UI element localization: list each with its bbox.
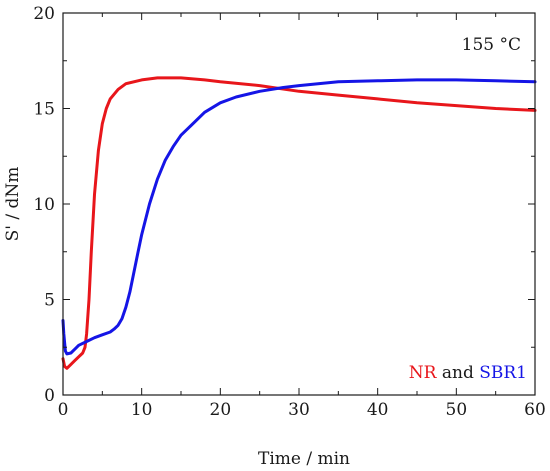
y-tick-label: 15: [33, 100, 55, 120]
x-tick-label: 0: [58, 400, 69, 420]
x-tick-label: 50: [446, 400, 468, 420]
legend: NR and SBR1: [409, 363, 527, 383]
y-tick-label: 20: [33, 4, 55, 24]
temperature-annotation: 155 °C: [462, 35, 521, 55]
y-tick-label: 10: [33, 195, 55, 215]
legend-sbr-label: SBR1: [479, 363, 527, 383]
legend-and-text: and: [436, 363, 479, 383]
y-axis-label: S' / dNm: [3, 167, 23, 242]
y-tick-label: 0: [44, 386, 55, 406]
x-tick-label: 30: [288, 400, 310, 420]
ticks-layer: 0 10 20 30 40 50 60 0 5 10 15 20: [33, 4, 545, 420]
series-nr-line: [61, 76, 537, 370]
x-tick-label: 20: [210, 400, 232, 420]
x-axis-label: Time / min: [258, 449, 350, 469]
series-layer: [61, 76, 537, 370]
plot-frame: [62, 12, 536, 396]
x-tick-label: 10: [131, 400, 153, 420]
x-tick-label: 60: [524, 400, 546, 420]
series-sbr1-line: [61, 78, 537, 356]
y-tick-label: 5: [44, 291, 55, 311]
legend-nr-label: NR: [409, 363, 438, 383]
x-tick-label: 40: [367, 400, 389, 420]
